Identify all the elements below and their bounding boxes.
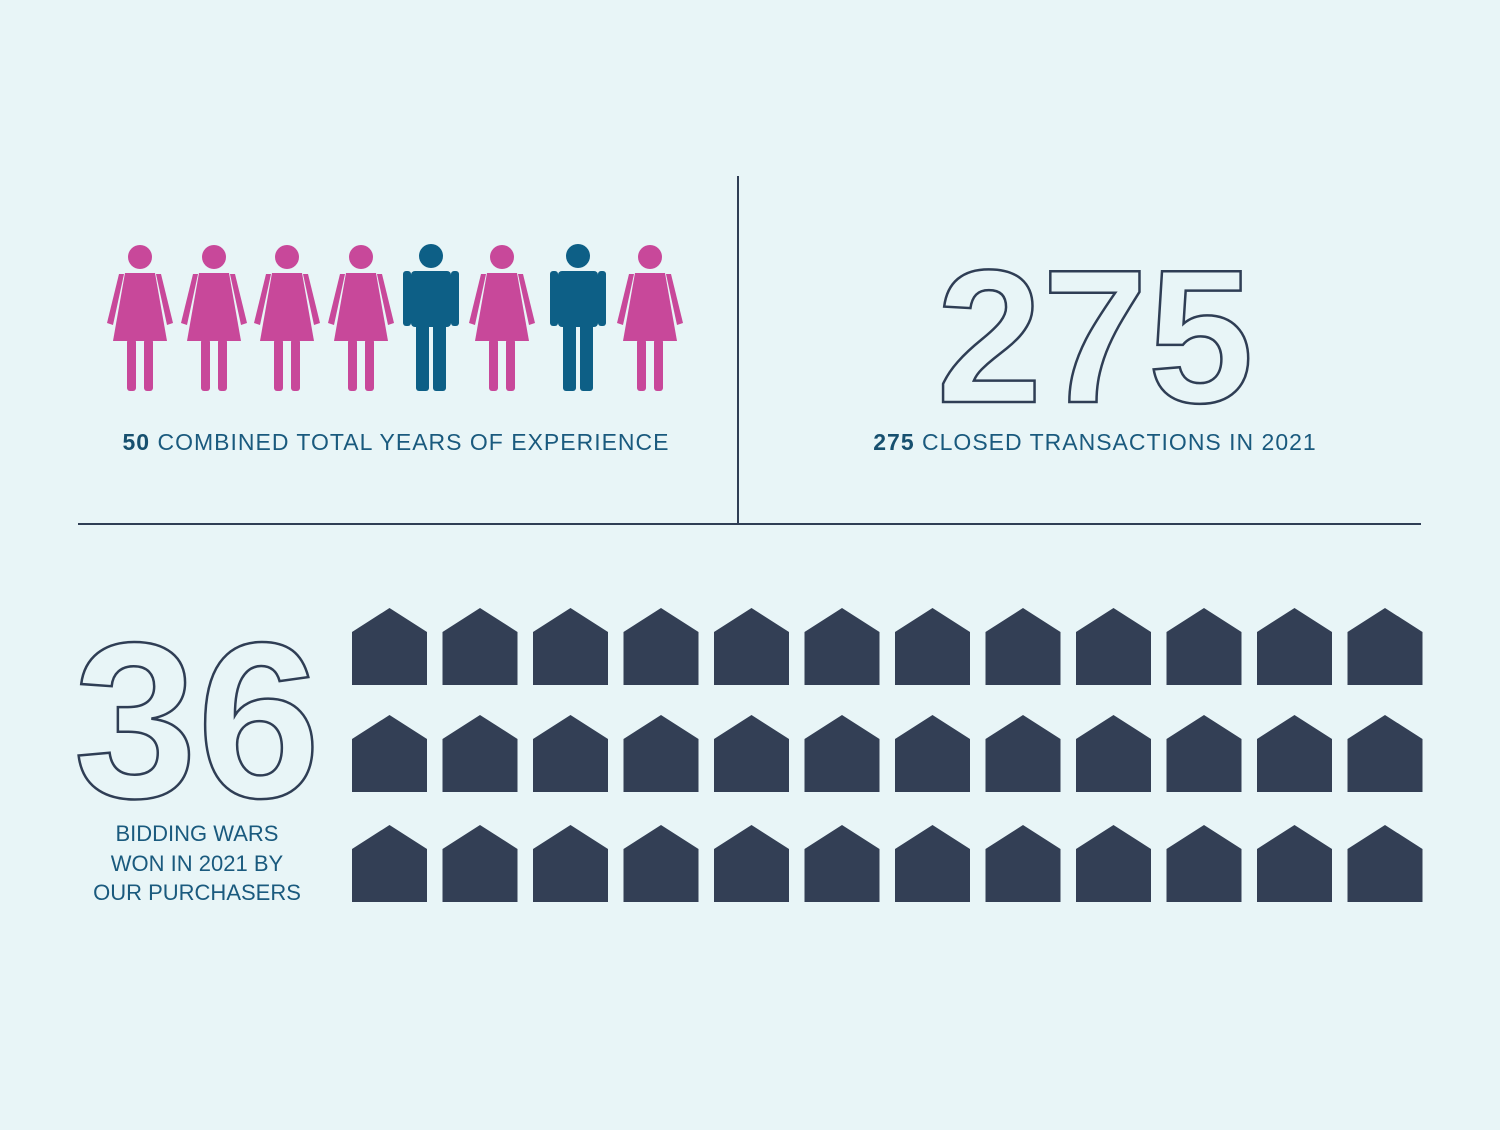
transactions-number: 275 xyxy=(873,429,914,455)
bidding-label: OUR PURCHASERS xyxy=(93,880,301,905)
transactions-big-number: 275 xyxy=(936,231,1253,443)
experience-caption: 50 COMBINED TOTAL YEARS OF EXPERIENCE xyxy=(123,429,670,455)
bidding-label: WON IN 2021 BY xyxy=(111,851,284,876)
experience-label: COMBINED TOTAL YEARS OF EXPERIENCE xyxy=(157,429,669,455)
experience-number: 50 xyxy=(123,429,151,455)
bidding-label: BIDDING WARS xyxy=(116,821,279,846)
transactions-caption: 275 CLOSED TRANSACTIONS IN 2021 xyxy=(873,429,1316,455)
bidding-big-number: 36 xyxy=(74,597,321,845)
transactions-label: CLOSED TRANSACTIONS IN 2021 xyxy=(922,429,1317,455)
